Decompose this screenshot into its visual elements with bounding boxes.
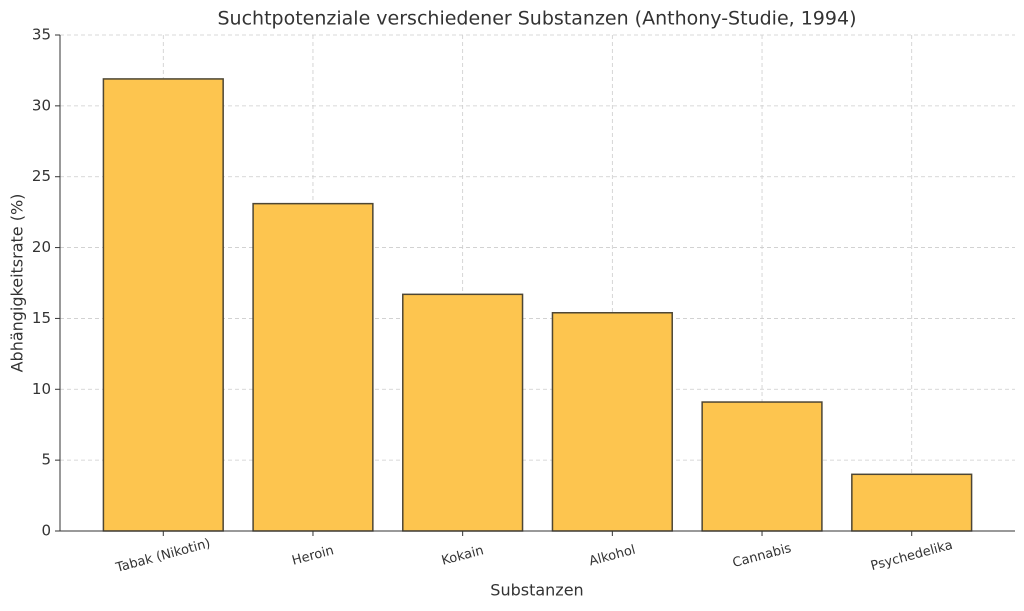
x-tick-label: Heroin — [290, 543, 335, 569]
y-tick-label: 30 — [32, 96, 51, 114]
x-axis-label: Substanzen — [490, 581, 583, 600]
bar — [701, 401, 823, 532]
x-tick-label: Psychedelika — [869, 538, 954, 574]
chart-title: Suchtpotenziale verschiedener Substanzen… — [218, 8, 857, 30]
y-tick-label: 35 — [32, 26, 51, 44]
bar — [851, 473, 973, 532]
x-tick-label: Kokain — [440, 543, 485, 569]
bar — [551, 312, 673, 532]
x-tick-label: Alkohol — [588, 543, 638, 570]
bar — [402, 293, 524, 532]
y-tick-label: 20 — [32, 238, 51, 256]
bar — [102, 78, 224, 532]
y-tick-label: 25 — [32, 167, 51, 185]
y-tick-label: 15 — [32, 309, 51, 327]
x-tick-label: Tabak (Nikotin) — [113, 536, 212, 576]
y-tick-label: 0 — [41, 522, 51, 540]
y-tick-label: 10 — [32, 380, 51, 398]
x-tick-label: Cannabis — [731, 541, 793, 571]
y-axis-label: Abhängigkeitsrate (%) — [8, 194, 27, 373]
bar — [252, 202, 374, 532]
y-tick-label: 5 — [41, 451, 51, 469]
